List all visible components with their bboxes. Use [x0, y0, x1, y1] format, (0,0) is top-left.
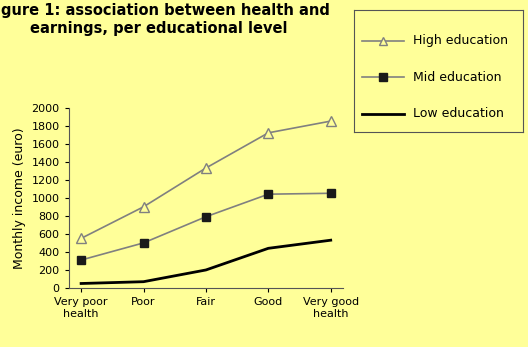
Low education	[327, 238, 334, 242]
Mid education	[78, 258, 84, 262]
Mid education	[140, 241, 147, 245]
Low education	[78, 281, 84, 286]
Text: Figure 1: association between health and
earnings, per educational level: Figure 1: association between health and…	[0, 3, 331, 36]
Low education	[140, 280, 147, 284]
Text: Mid education: Mid education	[413, 71, 502, 84]
Line: High education: High education	[76, 116, 336, 243]
High education	[327, 119, 334, 123]
High education	[140, 205, 147, 209]
Line: Mid education: Mid education	[77, 189, 335, 264]
Low education	[265, 246, 271, 251]
Mid education	[265, 192, 271, 196]
Mid education	[327, 191, 334, 195]
Line: Low education: Low education	[81, 240, 331, 283]
Text: High education: High education	[413, 34, 508, 47]
Mid education	[203, 215, 209, 219]
Text: Low education: Low education	[413, 107, 504, 120]
High education	[203, 166, 209, 170]
High education	[265, 131, 271, 135]
Y-axis label: Monthly income (euro): Monthly income (euro)	[13, 127, 26, 269]
High education	[78, 236, 84, 240]
Low education	[203, 268, 209, 272]
